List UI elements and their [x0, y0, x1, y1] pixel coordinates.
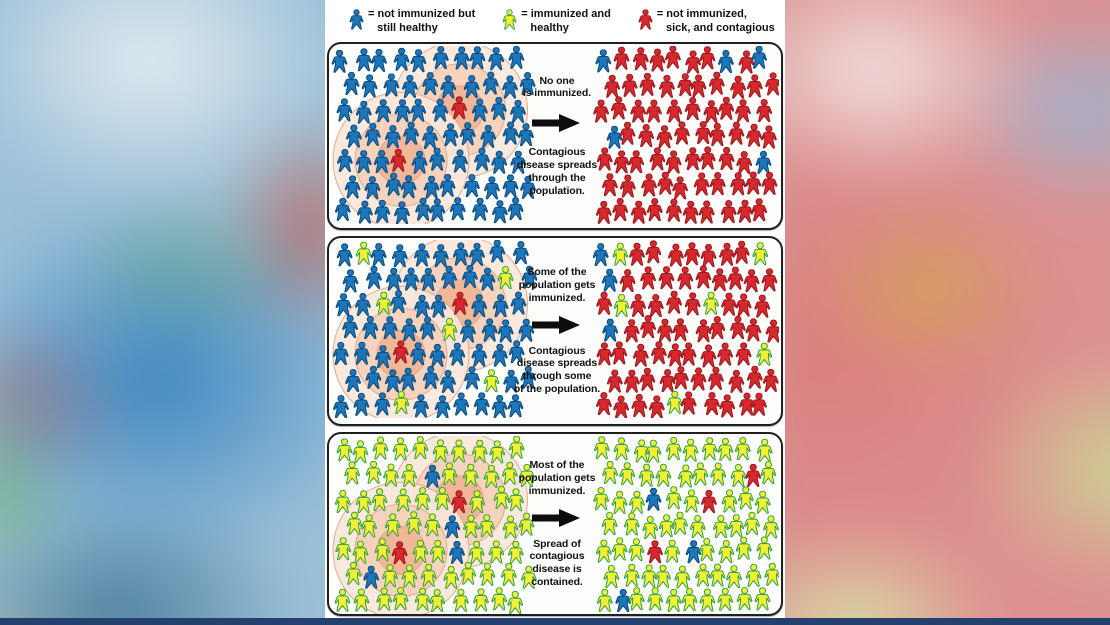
legend-item-immunized-healthy: = immunized and healthy — [502, 7, 611, 36]
arrow-right-icon — [532, 508, 580, 527]
panel-caption-column: No one is immunized. Contagious disease … — [508, 44, 606, 228]
legend-item-sick-contagious: = not immunized, sick, and contagious — [638, 7, 775, 36]
crowd-before-some-immunized — [332, 240, 538, 418]
bottom-bar — [0, 618, 1110, 625]
background-blur-right — [745, 0, 1110, 625]
caption-top: Most of the population gets immunized. — [518, 459, 596, 497]
caption-top: No one is immunized. — [522, 74, 592, 100]
arrow-right-icon — [532, 315, 580, 334]
crowd-after-spread-contained — [593, 436, 779, 612]
crowd-after-disease-spreads — [593, 46, 779, 224]
caption-bottom: Contagious disease spreads through some … — [513, 344, 601, 395]
legend-label: = not immunized but still healthy — [368, 7, 476, 34]
panel-some-immunized: Some of the population gets immunized. C… — [327, 236, 783, 426]
legend-label: = not immunized, sick, and contagious — [656, 7, 775, 34]
crowd-after-partial-spread — [593, 240, 779, 418]
panel-most-immunized: Most of the population gets immunized. S… — [327, 432, 783, 616]
panel-caption-column: Some of the population gets immunized. C… — [508, 238, 606, 424]
caption-bottom: Spread of contagious disease is containe… — [529, 537, 585, 588]
arrow-right-icon — [532, 114, 580, 133]
diagram-column: = not immunized but still healthy = immu… — [325, 0, 785, 625]
caption-top: Some of the population gets immunized. — [518, 266, 596, 304]
blue-person-icon — [349, 9, 364, 30]
caption-bottom: Contagious disease spreads through the p… — [516, 146, 598, 197]
crowd-before-most-immunized — [332, 436, 537, 614]
yellow-person-icon — [502, 9, 517, 30]
panel-no-one-immunized: No one is immunized. Contagious disease … — [327, 42, 783, 230]
legend-label: = immunized and healthy — [521, 7, 611, 34]
red-person-icon — [638, 9, 653, 30]
legend-item-not-immunized-healthy: = not immunized but still healthy — [349, 7, 475, 36]
legend: = not immunized but still healthy = immu… — [325, 0, 785, 42]
crowd-before-no-immunization — [331, 46, 536, 224]
panel-caption-column: Most of the population gets immunized. S… — [508, 434, 606, 614]
